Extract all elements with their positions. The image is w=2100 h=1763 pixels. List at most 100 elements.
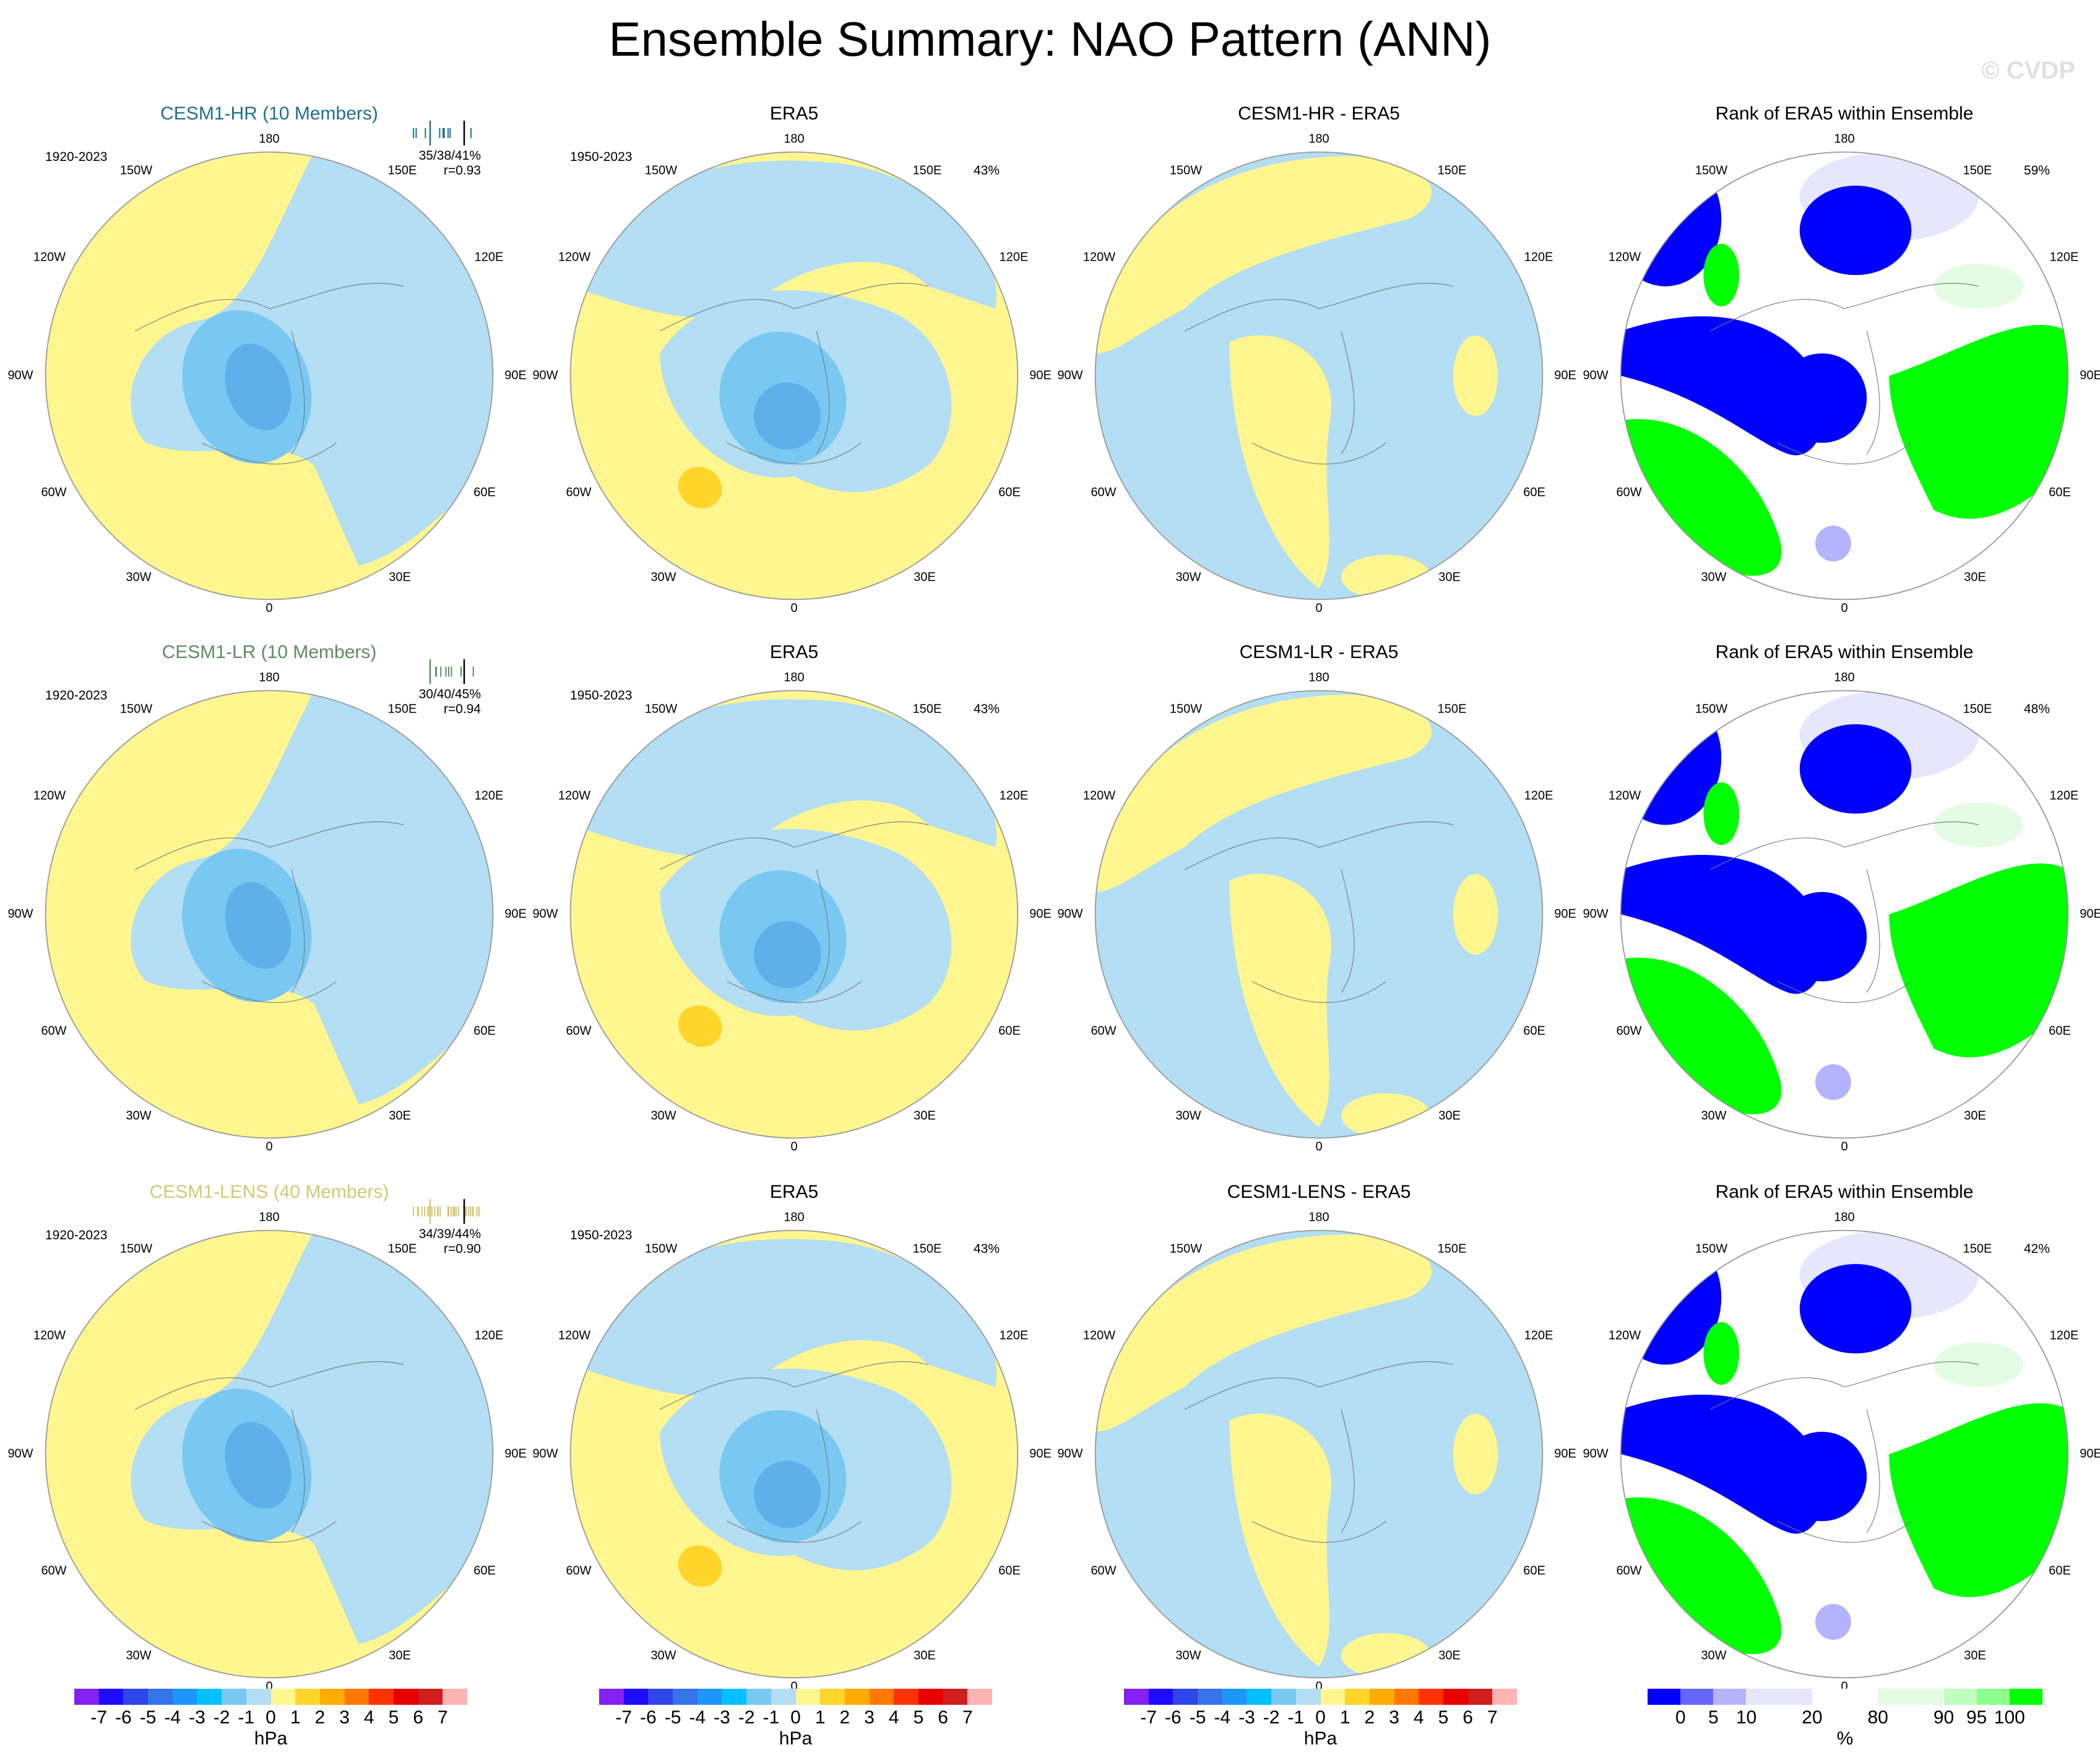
colorbar-unit: %	[1836, 1728, 1854, 1749]
colorbar-swatch	[1492, 1689, 1517, 1705]
colorbar-swatch	[246, 1689, 271, 1705]
colorbar-tick-label: 10	[1735, 1707, 1757, 1728]
colorbar-swatch	[1943, 1689, 1977, 1705]
colorbar-swatch	[771, 1689, 796, 1705]
colorbar-tick-label: -2	[1263, 1707, 1280, 1728]
contour-region	[1777, 1431, 1867, 1522]
lon-label-nw: 150W	[644, 702, 678, 716]
lon-label-w: 90W	[1583, 1447, 1609, 1461]
colorbar-tick-label: -6	[115, 1707, 132, 1728]
panel-title: CESM1-LENS (40 Members)	[149, 1182, 389, 1202]
colorbar-swatch	[1746, 1689, 1812, 1705]
lon-label-nw: 150W	[644, 1242, 678, 1256]
period-label: 1920-2023	[45, 150, 108, 164]
contour-region	[570, 1239, 996, 1397]
colorbar-tick-label: 4	[888, 1707, 899, 1728]
colorbar-swatch	[1648, 1689, 1681, 1705]
colorbar-tick-label: -4	[1214, 1707, 1231, 1728]
lon-label-ene: 120E	[999, 789, 1029, 803]
colorbar-tick-label: -1	[763, 1707, 780, 1728]
lon-label-esw: 60E	[473, 485, 496, 500]
lon-label-ene: 120E	[999, 1328, 1029, 1343]
lon-label-wnw: 120W	[1082, 789, 1116, 803]
lon-label-wsw: 60W	[566, 1564, 592, 1578]
member-spread-ticks	[429, 659, 474, 684]
colorbar-tick-label: 5	[1438, 1707, 1449, 1728]
colorbar-swatch	[418, 1689, 443, 1705]
panel-title: CESM1-LR - ERA5	[1239, 642, 1399, 662]
member-spread-ticks	[413, 121, 472, 145]
contour-region	[1703, 243, 1740, 306]
lon-label-e: 90E	[1029, 368, 1052, 383]
colorbar-swatch	[319, 1689, 345, 1705]
contour-region	[1799, 185, 1912, 275]
pct-variance-range: 30/40/45%	[418, 687, 481, 701]
lon-label-ssw: 30W	[126, 570, 152, 584]
lon-label-s: 0	[1841, 1679, 1848, 1694]
lon-label-w: 90W	[1583, 907, 1609, 921]
lon-label-e: 90E	[504, 1447, 527, 1461]
colorbar-tick-label: 7	[962, 1707, 973, 1728]
colorbar-swatch	[599, 1689, 624, 1705]
lon-label-ssw: 30W	[126, 1648, 152, 1663]
lon-label-ssw: 30W	[650, 570, 676, 584]
contour-region	[1799, 1263, 1912, 1354]
colorbar-tick-label: -7	[90, 1707, 108, 1728]
pct-variance-range: 34/39/44%	[418, 1227, 481, 1241]
colorbar-swatch	[673, 1689, 698, 1705]
colorbar-swatch	[443, 1689, 467, 1705]
colorbar-tick-label: 6	[1463, 1707, 1473, 1728]
period-label: 1920-2023	[45, 1228, 108, 1242]
lon-label-n: 180	[259, 1210, 280, 1224]
lon-label-ne: 150E	[1963, 163, 1992, 178]
obs-polar-map	[569, 151, 1019, 600]
colorbar-tick-label: 3	[864, 1707, 875, 1728]
colorbar-tick-label: 1	[1339, 1707, 1350, 1728]
contour-region	[225, 1421, 292, 1509]
lon-label-ene: 120E	[2049, 250, 2079, 264]
contour-region	[1095, 1234, 1432, 1432]
lon-label-nw: 150W	[1695, 702, 1728, 716]
lon-label-wsw: 60W	[1616, 1564, 1642, 1578]
panel-title: CESM1-HR (10 Members)	[160, 103, 378, 124]
lon-label-ne: 150E	[1437, 163, 1467, 178]
lon-label-n: 180	[784, 132, 805, 146]
lon-label-ssw: 30W	[1175, 1109, 1201, 1123]
colorbar-swatch	[1295, 1689, 1321, 1705]
diff-polar-map	[1094, 151, 1544, 600]
colorbar-tick-label: 1	[815, 1707, 826, 1728]
lon-label-ne: 150E	[912, 1242, 942, 1256]
lon-label-wnw: 120W	[558, 1328, 591, 1343]
map-boundary	[45, 690, 494, 1139]
lon-label-n: 180	[1308, 670, 1329, 685]
colorbar-tick-label: -6	[1165, 1707, 1182, 1728]
panel-title: CESM1-LR (10 Members)	[162, 642, 377, 662]
lon-label-sse: 30E	[389, 1109, 411, 1123]
colorbar-swatch	[1976, 1689, 2010, 1705]
lon-label-n: 180	[1308, 1210, 1329, 1224]
coastline	[1184, 282, 1453, 465]
lon-label-wnw: 120W	[33, 1328, 66, 1343]
lon-label-wsw: 60W	[41, 1564, 67, 1578]
lon-label-wsw: 60W	[1616, 1024, 1642, 1038]
contour-region	[225, 343, 292, 431]
lon-label-w: 90W	[532, 1447, 558, 1461]
lon-label-n: 180	[784, 670, 805, 685]
colorbar-swatch	[918, 1689, 943, 1705]
lon-label-ne: 150E	[912, 163, 942, 178]
lon-label-esw: 60E	[2049, 485, 2071, 500]
map-boundary	[569, 690, 1019, 1139]
lon-label-ssw: 30W	[1701, 1648, 1727, 1663]
colorbar-swatch	[1443, 1689, 1468, 1705]
map-boundary	[45, 151, 494, 600]
lon-label-esw: 60E	[998, 1564, 1021, 1578]
colorbar-swatch	[1148, 1689, 1173, 1705]
contour-region	[678, 1545, 722, 1587]
contour-region	[678, 1005, 722, 1047]
colorbar-swatch	[820, 1689, 845, 1705]
coastline	[659, 1361, 928, 1543]
lon-label-sse: 30E	[1438, 570, 1461, 584]
period-label: 1920-2023	[45, 688, 108, 703]
lon-label-w: 90W	[1583, 368, 1609, 383]
lon-label-wnw: 120W	[1608, 250, 1641, 264]
